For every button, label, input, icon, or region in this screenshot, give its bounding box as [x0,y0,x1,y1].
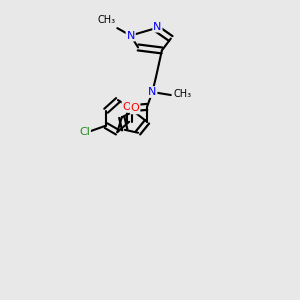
Text: O: O [131,103,140,113]
Text: O: O [122,102,131,112]
Text: N: N [148,87,157,97]
Text: CH₃: CH₃ [98,15,116,25]
Text: Cl: Cl [79,127,90,137]
Text: CH₃: CH₃ [173,88,191,98]
Text: N: N [153,22,162,32]
Text: N: N [127,31,135,40]
